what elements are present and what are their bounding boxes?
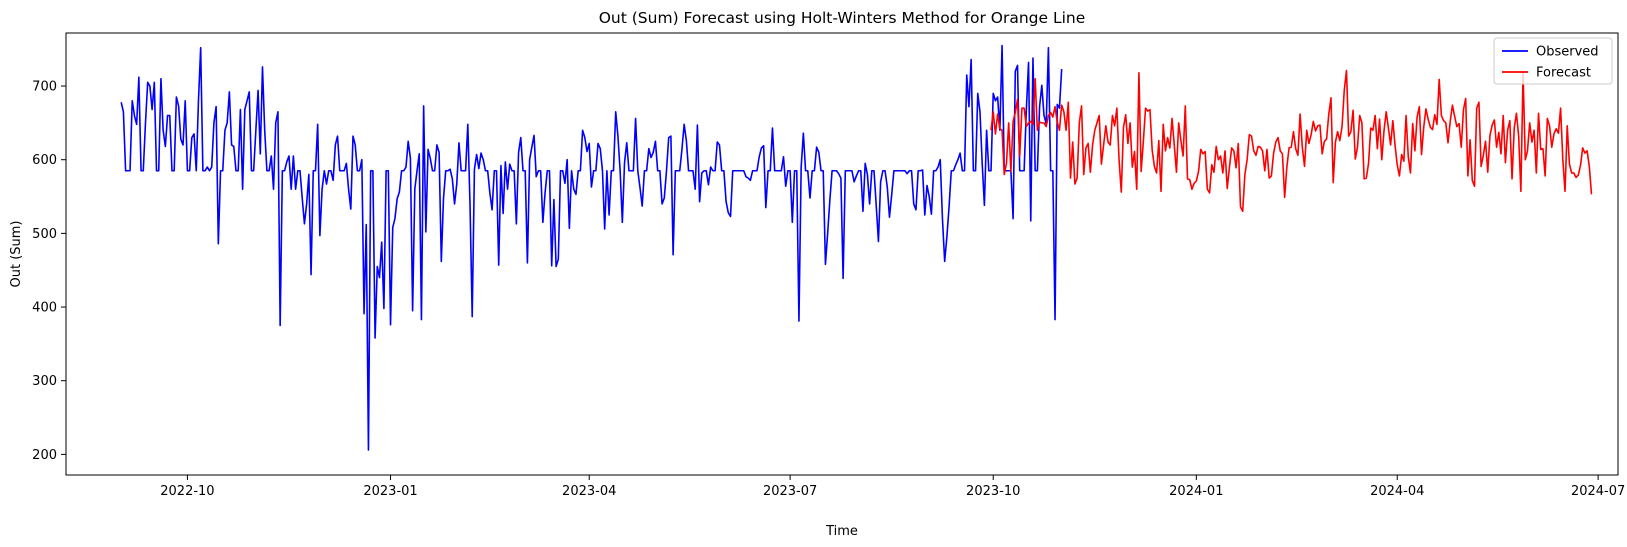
x-tick-label: 2023-10 — [966, 484, 1020, 499]
x-tick-label: 2024-04 — [1370, 484, 1424, 499]
y-tick-label: 200 — [32, 448, 57, 463]
y-tick-label: 300 — [32, 374, 57, 389]
plot-lines — [120, 44, 1593, 451]
y-axis: 200 300 400 500 600 700 — [32, 80, 66, 463]
x-axis: 2022-10 2023-01 2023-04 2023-07 2023-10 2024-… — [160, 475, 1625, 499]
x-tick-label: 2022-10 — [160, 484, 214, 499]
x-axis-title: Time — [825, 524, 858, 539]
plot-frame — [65, 32, 1619, 476]
series-line-observed — [120, 44, 1063, 451]
x-tick-label: 2023-04 — [562, 484, 616, 499]
chart-title: Out (Sum) Forecast using Holt-Winters Me… — [599, 9, 1086, 27]
series-line-forecast — [990, 69, 1593, 213]
legend-label-forecast: Forecast — [1536, 66, 1591, 81]
x-tick-label: 2024-07 — [1571, 484, 1625, 499]
y-tick-label: 400 — [32, 301, 57, 316]
x-tick-label: 2023-01 — [363, 484, 417, 499]
x-tick-label: 2023-07 — [763, 484, 817, 499]
y-tick-label: 700 — [32, 80, 57, 95]
legend: Observed Forecast — [1493, 37, 1613, 85]
y-tick-label: 500 — [32, 227, 57, 242]
x-tick-label: 2024-01 — [1169, 484, 1223, 499]
legend-label-observed: Observed — [1536, 45, 1599, 60]
y-axis-title: Out (Sum) — [9, 221, 24, 288]
y-tick-label: 600 — [32, 153, 57, 168]
